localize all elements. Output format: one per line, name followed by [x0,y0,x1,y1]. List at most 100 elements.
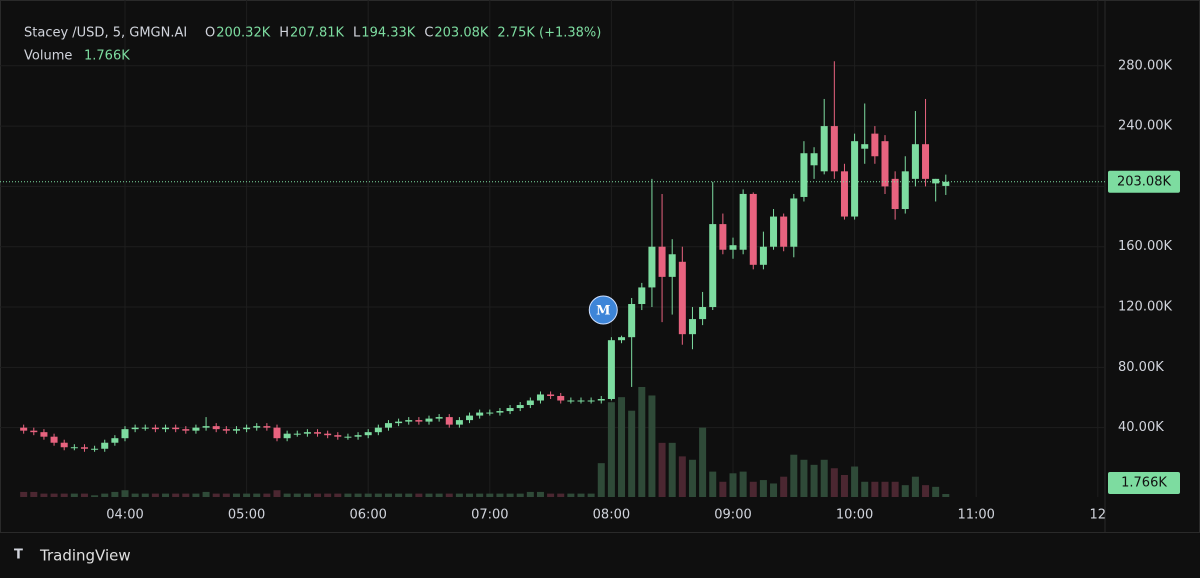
marker[interactable] [588,295,618,325]
volume-bar [80,493,88,497]
volume-bar [30,491,38,497]
candle-body [101,442,109,449]
volume-bar [314,493,322,497]
candle-body [607,340,615,399]
candle-body [749,193,757,265]
volume-bar [709,471,717,497]
volume-bar [70,493,78,497]
x-tick-label: 08:00 [593,508,630,523]
volume-bar [911,476,919,497]
volume-bar [557,493,565,497]
candle-body [131,427,139,430]
candle-body [516,405,524,409]
volume-bar [141,493,149,497]
volume-bar [50,493,58,497]
volume-bar [851,466,859,497]
candle-body [770,216,778,247]
candle-body [344,436,352,438]
volume-bar [344,493,352,497]
volume-bar [567,493,575,497]
candle-body [932,178,940,184]
volume-bar [739,471,747,497]
ohlc-value: 194.33K [361,26,415,41]
volume-bar [810,464,818,497]
volume-bar [759,480,767,497]
volume-bar [40,493,48,497]
brand-logo: T [14,548,23,563]
candle-body [30,430,38,433]
volume-bar [283,493,291,497]
volume-bar [303,493,311,497]
x-tick-label: 10:00 [836,508,873,523]
volume-bar [577,493,585,497]
volume-bar [445,493,453,497]
volume-bar [506,493,514,497]
volume-bar [881,481,889,497]
volume-bar [668,442,676,497]
volume-bar [334,493,342,497]
y-tick-label: 40.00K [1118,420,1164,435]
candle-body [729,245,737,250]
volume-bar [263,493,271,497]
candle-body [172,427,180,430]
candle-body [50,436,58,443]
candle-body [496,411,504,413]
candle-body [222,429,230,431]
x-tick-label: 05:00 [228,508,265,523]
x-tick-label: 07:00 [471,508,508,523]
volume-bar [20,491,28,497]
volume-bar [374,493,382,497]
candle-body [445,417,453,425]
volume-bar [861,481,869,497]
candle-body [314,432,322,434]
volume-bar [435,493,443,497]
candle-body [415,420,423,422]
volume-bar [729,473,737,497]
volume-bar [496,493,504,497]
volume-bar [688,459,696,497]
volume-bar [354,493,362,497]
candle-body [40,432,48,437]
candle-body [293,433,301,435]
volume-bar [455,493,463,497]
volume-bar [871,481,879,497]
candle-body [20,427,28,431]
candle-body [587,400,595,402]
candle-body [790,198,798,247]
x-tick-label: 09:00 [714,508,751,523]
ohlc-value: 203.08K [434,26,488,41]
volume-bar [658,442,666,497]
candle-body [202,426,210,428]
candle-body [162,427,170,430]
candle-body [709,224,717,308]
candle-body [253,426,261,428]
volume-bar [293,493,301,497]
volume-bar [790,454,798,497]
last-price-tag [1108,170,1180,193]
candle-body [840,171,848,217]
last-price-label: 203.08K [1117,174,1171,189]
x-tick-label: 12 [1090,508,1107,523]
volume-bar [91,495,99,497]
volume-bar [253,493,261,497]
candle-body [638,287,646,305]
volume-bar [415,493,423,497]
volume-bar [830,468,838,497]
candle-body [425,418,433,422]
candle-body [557,395,565,401]
candle-body [871,133,879,157]
candle-body [182,429,190,431]
candle-body [232,429,240,431]
candle-body [151,427,159,430]
candle-body [668,254,676,277]
volume-bar [678,456,686,497]
ohlc-label: C [424,26,433,41]
candle-body [80,447,88,449]
candle-body [263,426,271,428]
volume-bar [922,485,930,497]
volume-bar [395,493,403,497]
volume-bar [516,493,524,497]
volume-bar [273,490,281,497]
